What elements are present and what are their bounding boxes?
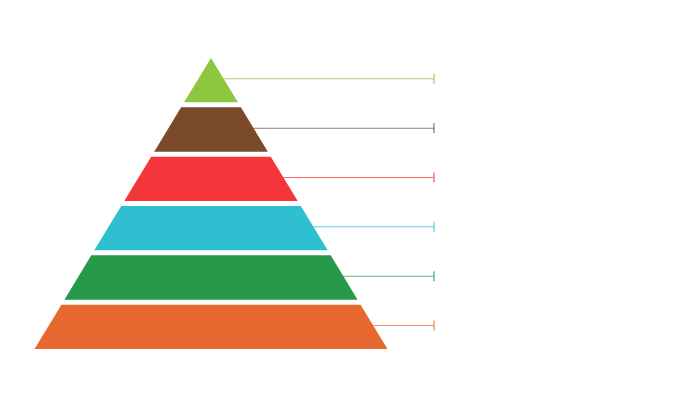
pyramid-level-2: [154, 107, 268, 152]
pyramid-level-5: [64, 255, 358, 300]
pyramid-levels: [34, 58, 388, 349]
pyramid-level-1: [184, 58, 238, 103]
pyramid-level-3: [124, 156, 298, 201]
pyramid-level-6: [34, 304, 388, 349]
leader-lines: [223, 73, 435, 331]
pyramid-level-4: [94, 206, 328, 251]
